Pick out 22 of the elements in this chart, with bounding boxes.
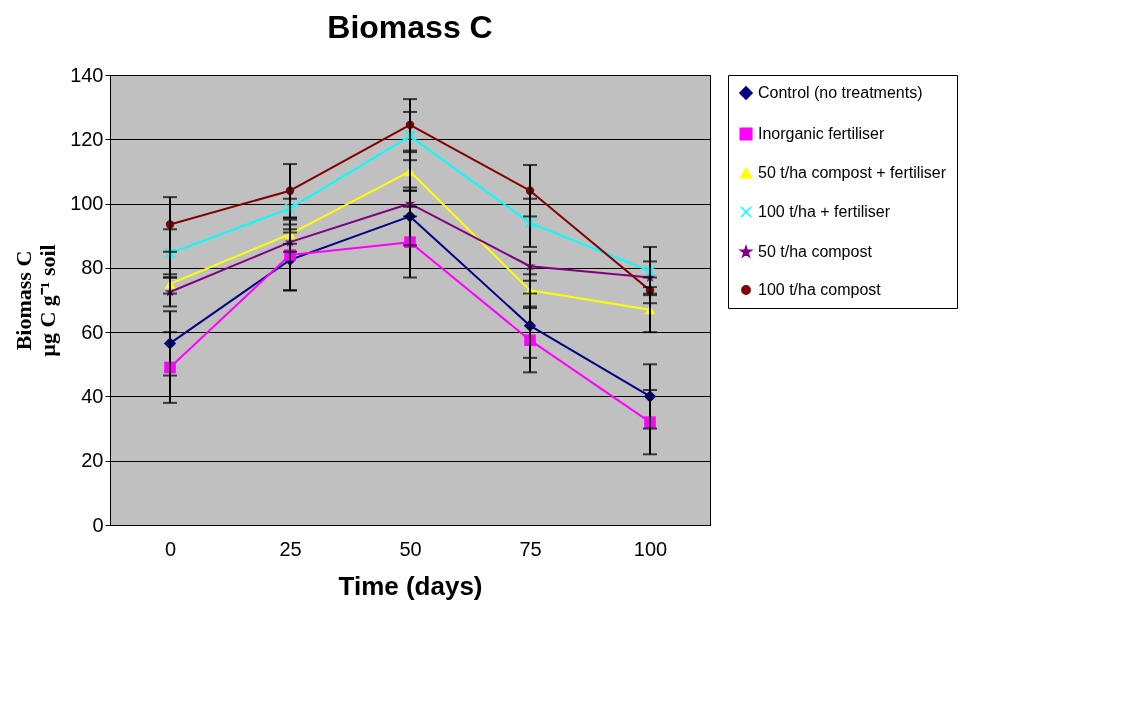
x-tick-label: 75 [519, 537, 542, 560]
chart-title: Biomass C [327, 9, 493, 45]
legend-label: 100 t/ha + fertiliser [758, 203, 891, 220]
legend-label: 50 t/ha compost [758, 243, 873, 260]
legend-label: 50 t/ha compost + fertiliser [758, 164, 947, 181]
y-axis-title: Biomass C µg C g⁻¹ soil [11, 244, 61, 357]
x-axis-title: Time (days) [338, 570, 483, 601]
x-tick-label: 100 [633, 537, 668, 560]
y-tick-label: 60 [81, 320, 104, 343]
legend-label: Inorganic fertiliser [758, 125, 885, 142]
y-tick-label: 20 [81, 449, 104, 472]
y-tick-label: 0 [92, 513, 104, 536]
y-tick-label: 100 [70, 192, 104, 215]
legend-label: 100 t/ha compost [758, 281, 882, 298]
y-tick-label: 40 [81, 384, 104, 407]
x-tick-label: 50 [399, 537, 422, 560]
x-tick-label: 25 [279, 537, 302, 560]
legend-label: Control (no treatments) [758, 84, 923, 101]
y-tick-label: 140 [70, 63, 104, 86]
y-tick-label: 80 [81, 256, 104, 279]
y-tick-label: 120 [70, 127, 104, 150]
x-tick-label: 0 [164, 537, 177, 560]
